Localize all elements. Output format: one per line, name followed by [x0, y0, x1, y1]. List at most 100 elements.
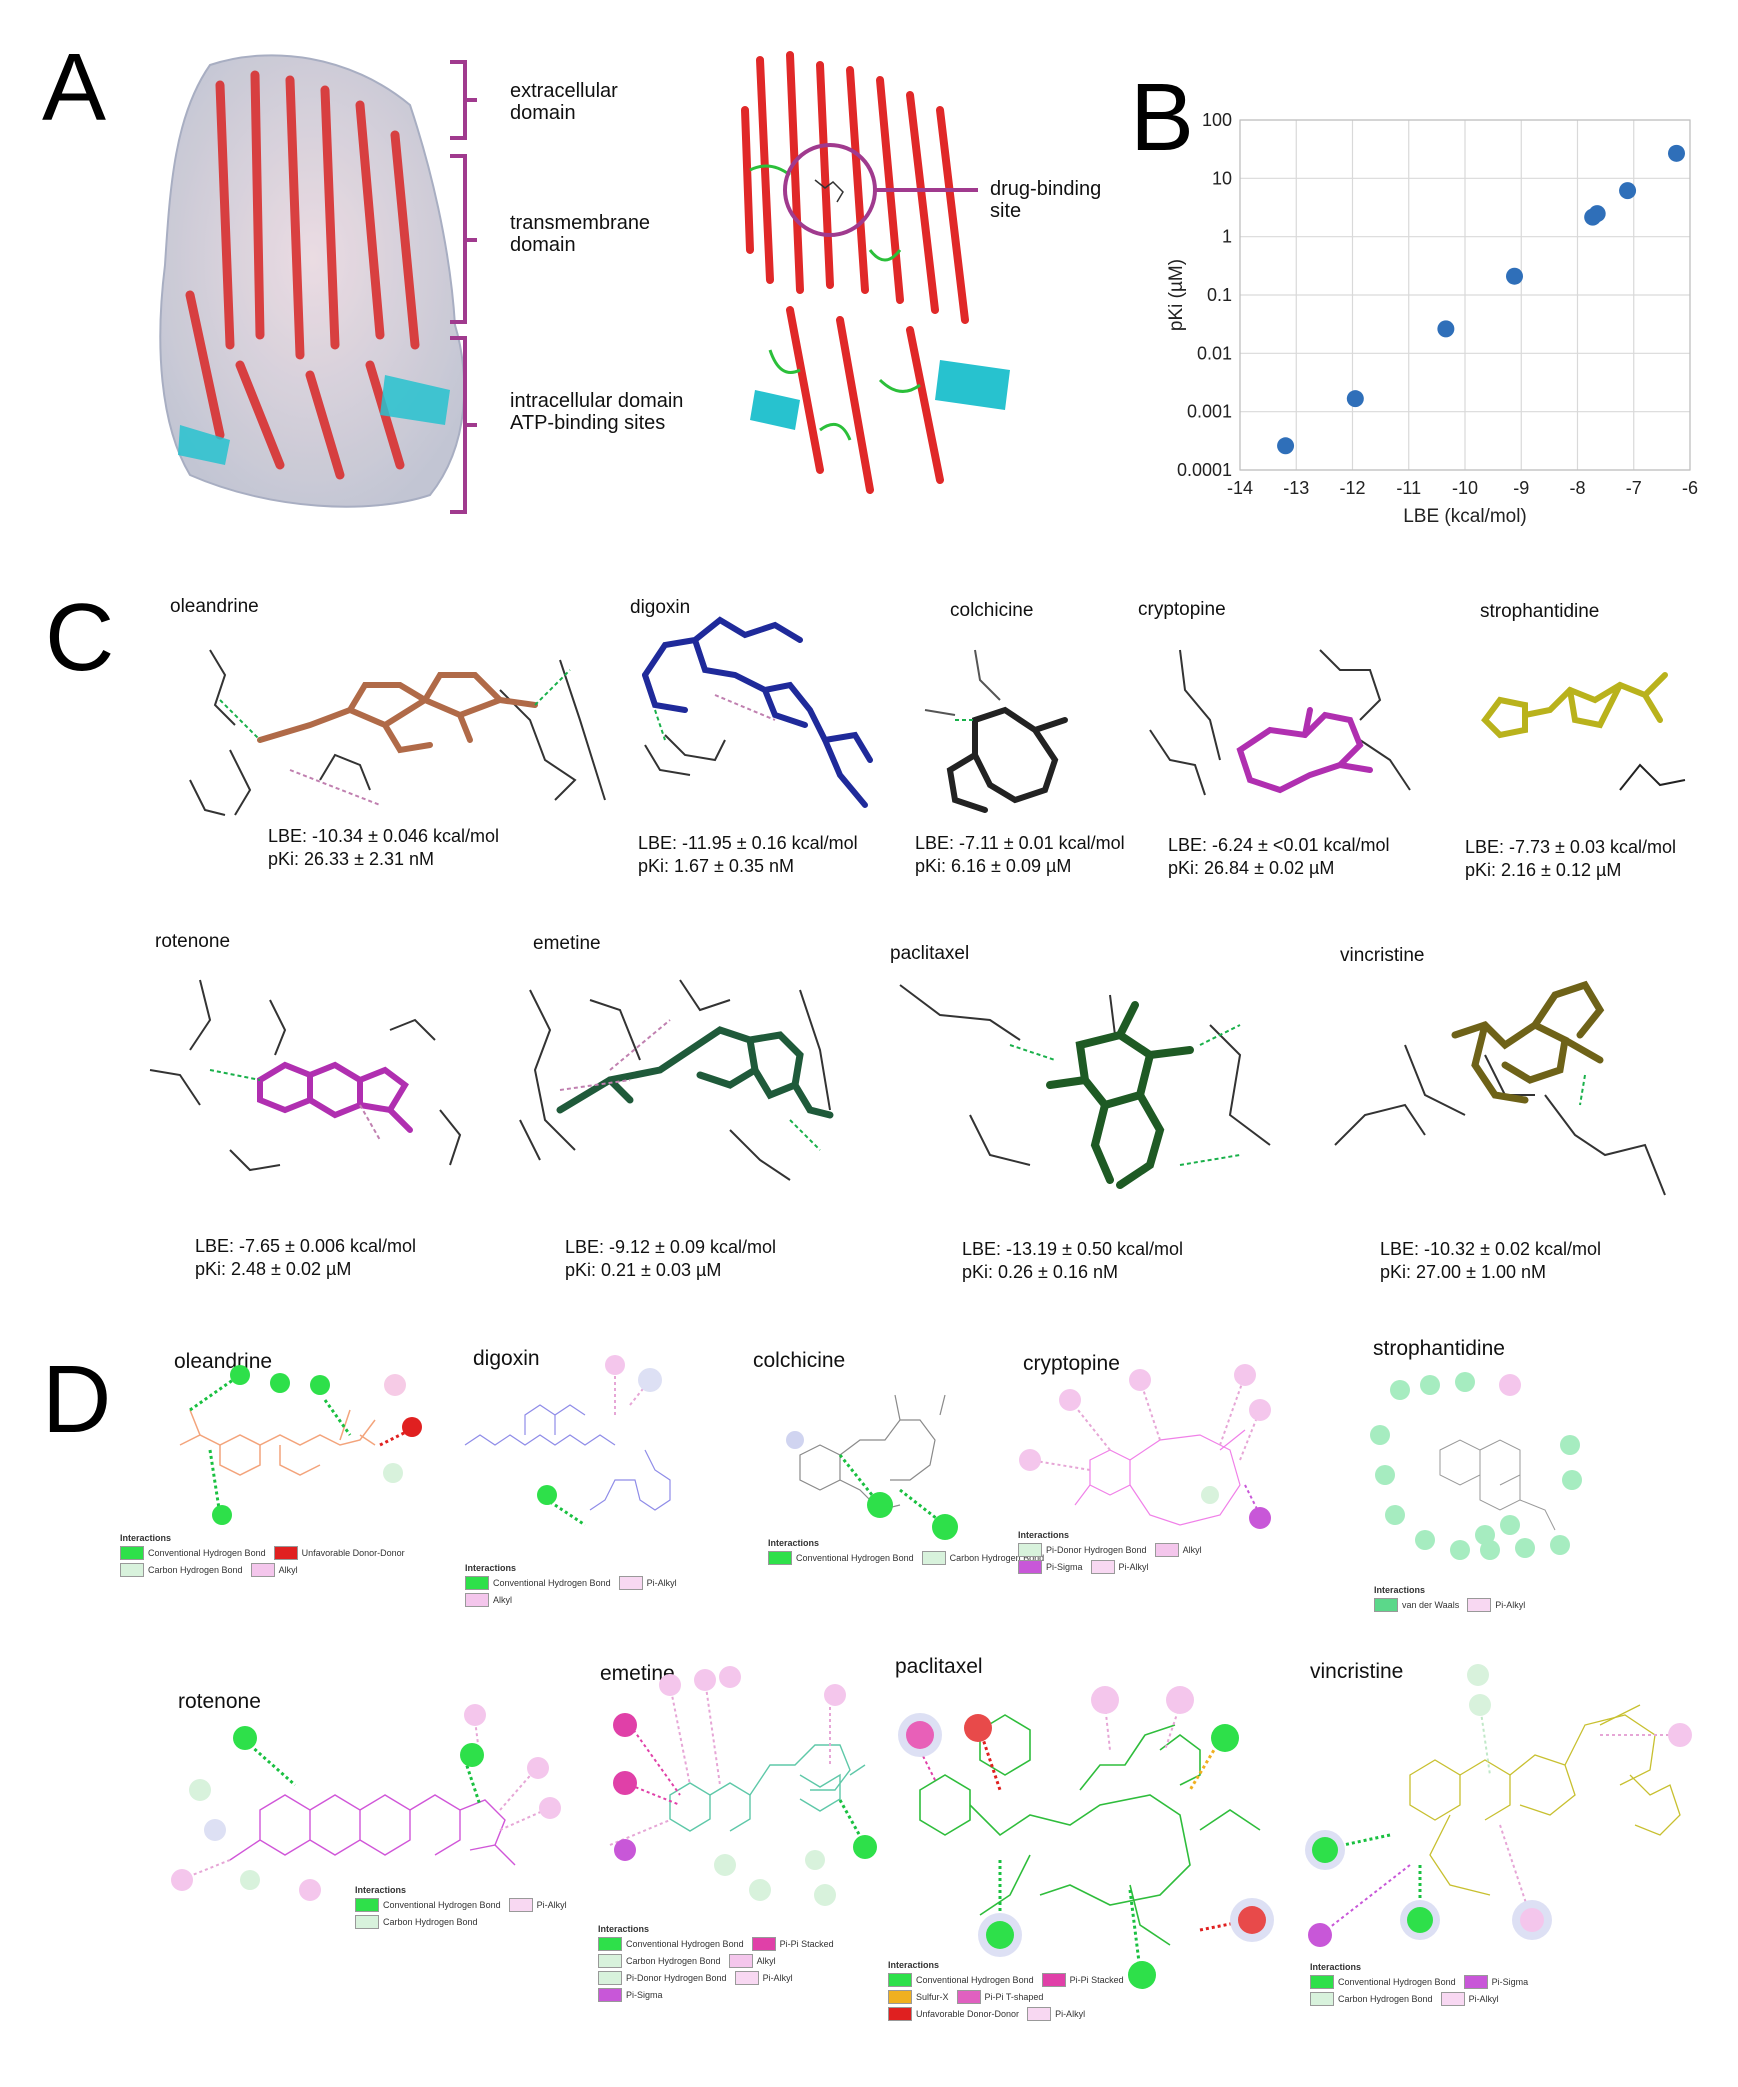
legend-label: Unfavorable Donor-Donor	[916, 2009, 1020, 2019]
panel-letter-c: C	[45, 584, 115, 691]
legend-digoxin: Interactions Conventional Hydrogen Bond Pi…	[465, 1563, 705, 1610]
x-axis-label: LBE (kcal/mol)	[1403, 506, 1527, 527]
legend-title: Interactions	[1374, 1585, 1426, 1595]
legend-swatch	[921, 1551, 946, 1565]
legend-item: Pi-Sigma	[1018, 1560, 1083, 1574]
legend-label: Conventional Hydrogen Bond	[383, 1900, 501, 1910]
legend-row: Sulfur-X Pi-Pi T-shaped	[888, 1990, 1128, 2004]
legend-item: Pi-Alkyl	[1440, 1992, 1499, 2006]
protein-surface-rendering	[159, 54, 466, 508]
data-point-1	[1346, 390, 1364, 408]
compound-name-rotenone: rotenone	[155, 931, 231, 952]
x-tick-label-0: -14	[1227, 478, 1253, 498]
legend-label: Alkyl	[756, 1956, 776, 1966]
legend-label: Pi-Alkyl	[1055, 2009, 1086, 2019]
legend-label: Alkyl	[1182, 1545, 1202, 1555]
legend-label: Pi-Pi T-shaped	[984, 1992, 1044, 2002]
legend-swatch	[355, 1915, 379, 1929]
diagram-name-rotenone: rotenone	[178, 1690, 261, 1713]
legend-item: Carbon Hydrogen Bond	[355, 1915, 478, 1929]
legend-swatch	[250, 1563, 275, 1577]
legend-swatch	[1041, 1973, 1066, 1987]
legend-swatch	[120, 1546, 144, 1560]
data-point-0	[1277, 437, 1295, 455]
legend-label: Conventional Hydrogen Bond	[796, 1553, 914, 1563]
legend-title: Interactions	[120, 1533, 172, 1543]
legend-label: Carbon Hydrogen Bond	[949, 1553, 1045, 1563]
legend-title: Interactions	[1310, 1962, 1362, 1972]
interaction-diagram-digoxin	[464, 1355, 671, 1527]
stats-strophantidine: LBE: -7.73 ± 0.03 kcal/mol pKi: 2.16 ± 0.…	[1465, 837, 1676, 880]
legend-item: Carbon Hydrogen Bond	[120, 1563, 243, 1577]
interaction-diagram-oleandrine	[179, 1365, 422, 1525]
legend-strophantidine: Interactions van der Waals Pi-Alkyl	[1374, 1585, 1574, 1615]
interaction-diagram-vincristine	[1305, 1664, 1692, 1947]
y-tick-label-2: 0.01	[1197, 343, 1232, 363]
legend-label: Conventional Hydrogen Bond	[1338, 1977, 1456, 1987]
legend-swatch	[956, 1990, 981, 2004]
legend-label: Carbon Hydrogen Bond	[1338, 1994, 1433, 2004]
y-tick-label-5: 10	[1212, 168, 1232, 188]
legend-item: Carbon Hydrogen Bond	[1310, 1992, 1433, 2006]
legend-item: Pi-Alkyl	[734, 1971, 793, 1985]
legend-swatch	[1027, 2007, 1052, 2021]
legend-item: Pi-Alkyl	[1467, 1598, 1525, 1612]
interaction-diagram-rotenone	[171, 1704, 561, 1901]
diagram-name-vincristine: vincristine	[1310, 1660, 1404, 1683]
panel-letter-a: A	[42, 34, 107, 141]
legend-label: Unfavorable Donor-Donor	[301, 1548, 405, 1558]
legend-swatch	[120, 1563, 144, 1577]
legend-row: van der Waals Pi-Alkyl	[1374, 1598, 1574, 1612]
legend-item: Pi-Pi T-shaped	[956, 1990, 1044, 2004]
legend-item: Conventional Hydrogen Bond	[1310, 1975, 1456, 1989]
legend-item: Pi-Donor Hydrogen Bond	[598, 1971, 727, 1985]
y-tick-label-3: 0.1	[1207, 285, 1232, 305]
y-tick-label-6: 100	[1202, 110, 1232, 130]
legend-row: Carbon Hydrogen Bond	[355, 1915, 555, 1929]
compound-name-cryptopine: cryptopine	[1138, 599, 1226, 620]
data-point-2	[1437, 320, 1455, 338]
legend-label: Pi-Alkyl	[536, 1900, 567, 1910]
compound-name-colchicine: colchicine	[950, 600, 1034, 621]
legend-swatch	[598, 1971, 622, 1985]
legend-item: Pi-Sigma	[598, 1988, 663, 2002]
compound-name-vincristine: vincristine	[1340, 945, 1425, 966]
legend-row: Conventional Hydrogen Bond Unfavorable Do…	[120, 1546, 440, 1560]
legend-label: Pi-Pi Stacked	[779, 1939, 834, 1949]
legend-swatch	[1310, 1975, 1334, 1989]
legend-item: Conventional Hydrogen Bond	[355, 1898, 501, 1912]
legend-row: Conventional Hydrogen Bond Carbon Hydroge…	[768, 1551, 1044, 1565]
panel-letter-d: D	[42, 1346, 112, 1453]
legend-swatch	[768, 1551, 792, 1565]
legend-label: Pi-Alkyl	[1118, 1562, 1149, 1572]
protein-ribbon-rendering	[741, 51, 1010, 494]
stats-oleandrine: LBE: -10.34 ± 0.046 kcal/mol pKi: 26.33 ±…	[268, 826, 500, 869]
legend-label: Pi-Donor Hydrogen Bond	[1046, 1545, 1147, 1555]
x-tick-label-1: -13	[1283, 478, 1309, 498]
stats-digoxin: LBE: -11.95 ± 0.16 kcal/mol pKi: 1.67 ± 0…	[638, 833, 858, 876]
legend-item: Pi-Alkyl	[1090, 1560, 1149, 1574]
legend-swatch	[1018, 1560, 1042, 1574]
y-axis-label: pKi (µM)	[1166, 259, 1187, 331]
legend-item: Pi-Alkyl	[1027, 2007, 1085, 2021]
label-transmembrane-domain: transmembrane domain	[510, 212, 651, 256]
x-tick-label-4: -10	[1452, 478, 1478, 498]
molecule-3d-colchicine	[924, 649, 1068, 813]
plot-frame	[1239, 119, 1691, 471]
x-tick-label-2: -12	[1339, 478, 1365, 498]
x-tick-label-6: -8	[1569, 478, 1585, 498]
legend-label: Pi-Alkyl	[762, 1973, 793, 1983]
legend-swatch	[1310, 1992, 1334, 2006]
legend-swatch	[888, 2007, 912, 2021]
compound-name-digoxin: digoxin	[630, 597, 691, 618]
stats-colchicine: LBE: -7.11 ± 0.01 kcal/mol pKi: 6.16 ± 0.…	[915, 833, 1125, 876]
x-tick-label-8: -6	[1682, 478, 1698, 498]
legend-cryptopine: Interactions Pi-Donor Hydrogen Bond Alkyl P…	[1018, 1530, 1248, 1577]
legend-item: Conventional Hydrogen Bond	[465, 1576, 611, 1590]
legend-swatch	[465, 1576, 489, 1590]
interaction-diagram-strophantidine	[1370, 1372, 1582, 1560]
legend-label: Conventional Hydrogen Bond	[148, 1548, 266, 1558]
molecule-3d-cryptopine	[1149, 649, 1411, 796]
interaction-diagram-emetine	[609, 1666, 877, 1906]
legend-colchicine: Interactions Conventional Hydrogen Bond Ca…	[768, 1538, 1044, 1568]
